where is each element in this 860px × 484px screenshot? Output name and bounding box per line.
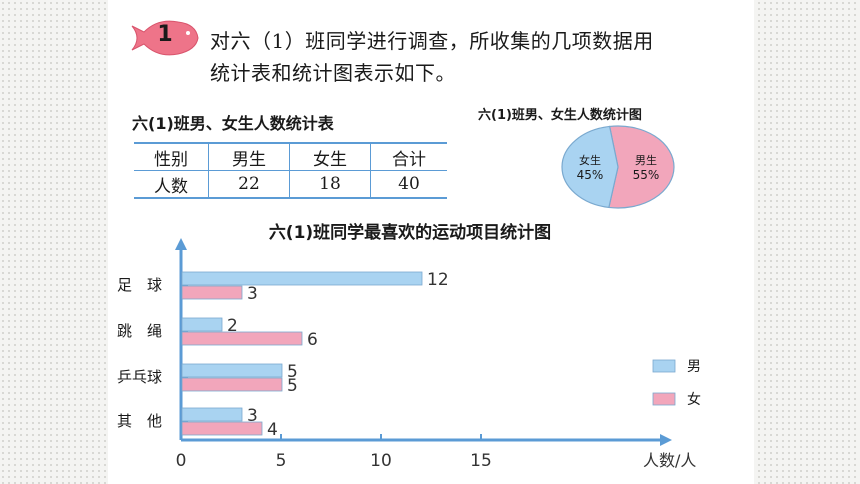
table-cell: 人数	[134, 170, 209, 199]
table-row: 人数 22 18 40	[134, 170, 447, 199]
category-label: 其 他	[117, 412, 162, 430]
x-tick-label: 0	[176, 451, 187, 471]
bar-value-label: 6	[307, 330, 318, 350]
legend-swatch-girls	[652, 392, 676, 406]
bar-girls	[181, 331, 303, 346]
table-header-row: 性别 男生 女生 合计	[134, 142, 447, 171]
table-cell: 40	[370, 170, 447, 199]
fish-badge-icon	[131, 20, 199, 56]
bar-value-label: 5	[287, 376, 298, 396]
x-tick-label: 5	[276, 451, 287, 471]
bar-boys	[181, 363, 283, 378]
bar-boys	[181, 317, 223, 332]
legend-swatch-boys	[652, 359, 676, 373]
bar-value-label: 5	[287, 362, 298, 382]
pie-slice-percent: 55%	[633, 168, 660, 182]
table-cell: 22	[208, 170, 290, 199]
bar-girls	[181, 421, 263, 436]
question-text-line1: 对六（1）班同学进行调查，所收集的几项数据用	[210, 29, 654, 53]
x-tick-label: 15	[470, 451, 492, 471]
table-title: 六(1)班男、女生人数统计表	[132, 114, 334, 133]
legend-label: 女	[687, 391, 701, 408]
bar-value-label: 12	[427, 270, 449, 290]
category-label: 足 球	[117, 276, 162, 294]
stat-table: 性别 男生 女生 合计 人数 22 18 40	[134, 142, 447, 199]
bar-value-label: 2	[227, 316, 238, 336]
table-header-cell: 女生	[289, 142, 371, 171]
pie-chart-title: 六(1)班男、女生人数统计图	[478, 108, 642, 123]
table-header-cell: 男生	[208, 142, 290, 171]
question-text-line2: 统计表和统计图表示如下。	[210, 61, 456, 85]
pie-slice-name: 男生	[635, 153, 657, 167]
bar-chart-title: 六(1)班同学最喜欢的运动项目统计图	[269, 222, 551, 243]
x-axis-arrow-icon	[660, 434, 672, 446]
table-header-cell: 性别	[134, 142, 209, 171]
bar-girls	[181, 377, 283, 392]
pie-slice	[561, 125, 619, 209]
bar-boys	[181, 271, 423, 286]
category-label: 跳 绳	[117, 322, 162, 340]
bar-boys	[181, 407, 243, 422]
table-cell: 18	[289, 170, 371, 199]
pie-slice-percent: 45%	[577, 168, 604, 182]
bar-value-label: 4	[267, 420, 278, 440]
x-axis-label: 人数/人	[643, 451, 696, 470]
y-axis-arrow-icon	[175, 238, 187, 250]
pie-slice-name: 女生	[579, 153, 601, 167]
pie-slice	[608, 125, 675, 209]
legend-label: 男	[687, 359, 701, 375]
category-label: 乒乓球	[117, 368, 162, 386]
x-tick-label: 10	[370, 451, 392, 471]
bar-girls	[181, 285, 243, 300]
table-header-cell: 合计	[370, 142, 447, 171]
bar-value-label: 3	[247, 406, 258, 426]
bar-value-label: 3	[247, 284, 258, 304]
question-number: 1	[157, 22, 173, 47]
page-background	[108, 0, 754, 484]
